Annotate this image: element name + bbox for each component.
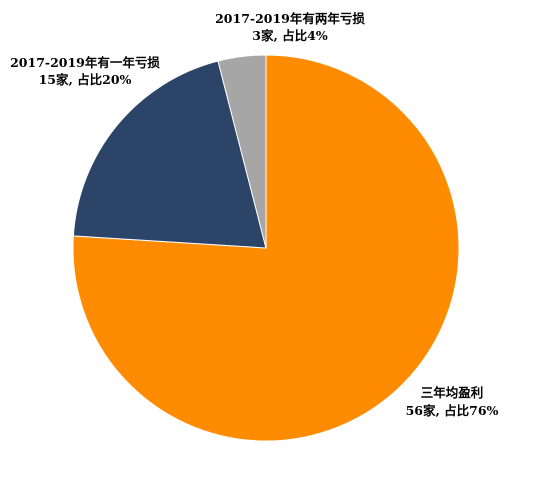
- label-profit-category: 三年均盈利: [421, 385, 484, 400]
- label-two-loss-category: 2017-2019年有两年亏损: [215, 11, 365, 26]
- label-two-loss-share: 3家, 占比4%: [252, 28, 328, 43]
- slice-profit: [72, 54, 460, 442]
- label-one-loss-category: 2017-2019年有一年亏损: [10, 55, 160, 70]
- slice-two-year-loss: [217, 54, 267, 249]
- slice-one-year-loss: [72, 60, 267, 249]
- label-profit-share: 56家, 占比76%: [406, 403, 499, 418]
- pie-slices: [72, 54, 460, 442]
- slice-labels: 三年均盈利 56家, 占比76% 2017-2019年有一年亏损 15家, 占比…: [10, 11, 498, 418]
- label-one-loss-share: 15家, 占比20%: [39, 72, 132, 87]
